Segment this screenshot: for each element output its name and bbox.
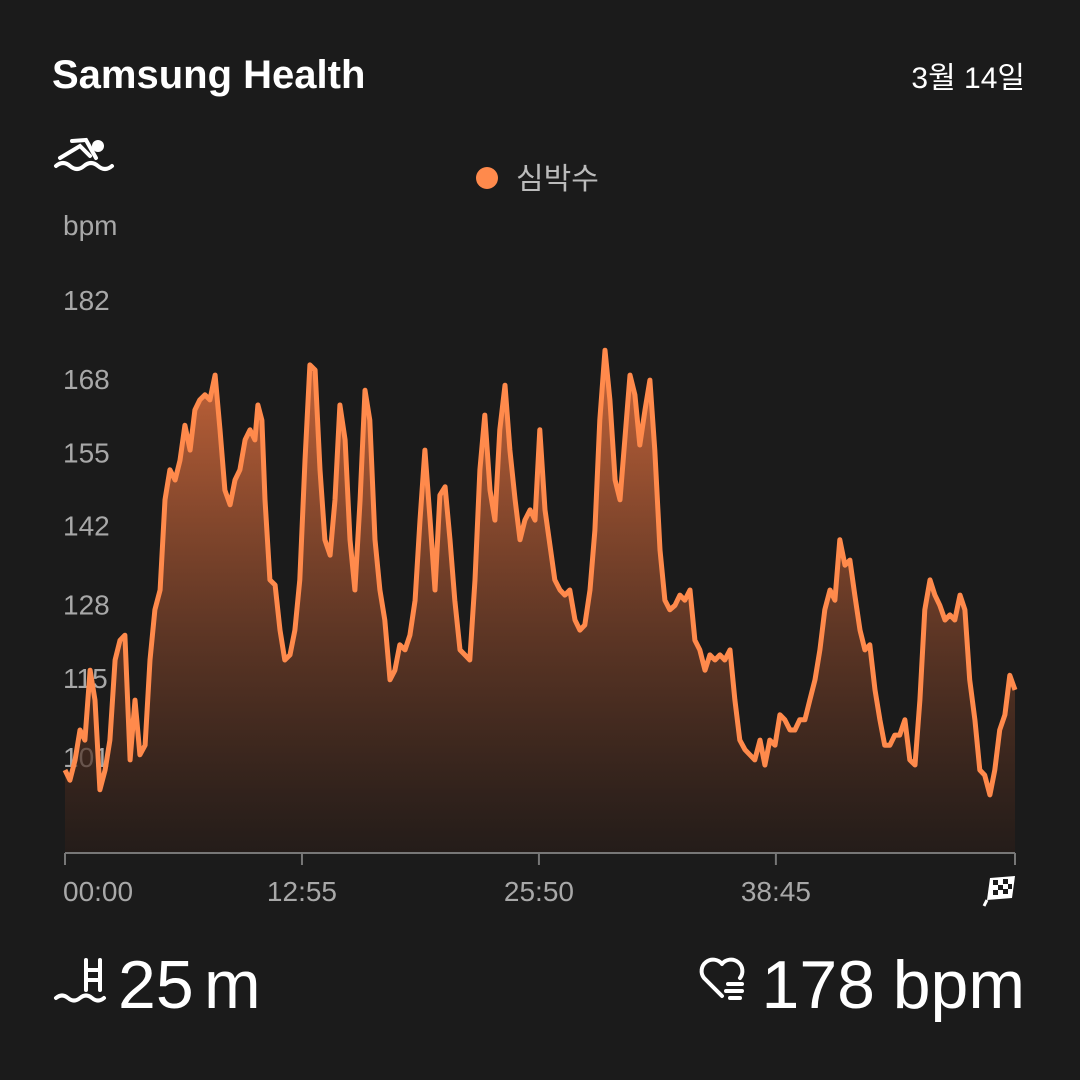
flag-icon [982,876,1015,907]
pool-icon [54,958,106,1003]
max-hr-unit: bpm [893,947,1025,1023]
heart-rate-line [62,347,1018,798]
heart-icon [699,957,745,1000]
y-tick-label: 182 [63,285,110,316]
area-fill [65,350,1015,853]
x-tick-label: 25:50 [504,876,574,907]
y-tick-label: 128 [63,590,110,621]
swim-icon [54,137,114,171]
legend-dot [476,167,498,189]
max-hr-value: 178 [762,947,875,1023]
legend-label: 심박수 [516,163,599,196]
date: 3월 14일 [911,62,1025,95]
x-tick-label: 00:00 [63,876,133,907]
distance-unit: m [204,947,261,1023]
y-tick-label: 115 [63,663,108,694]
y-tick-label: 155 [63,437,110,468]
x-tick-label: 12:55 [267,876,337,907]
app-title: Samsung Health [52,53,365,97]
distance-value: 25 [118,947,194,1023]
x-tick-label: 38:45 [741,876,811,907]
y-tick-label: 142 [63,511,110,542]
y-axis-label: bpm [63,210,117,241]
y-tick-label: 168 [63,364,110,395]
